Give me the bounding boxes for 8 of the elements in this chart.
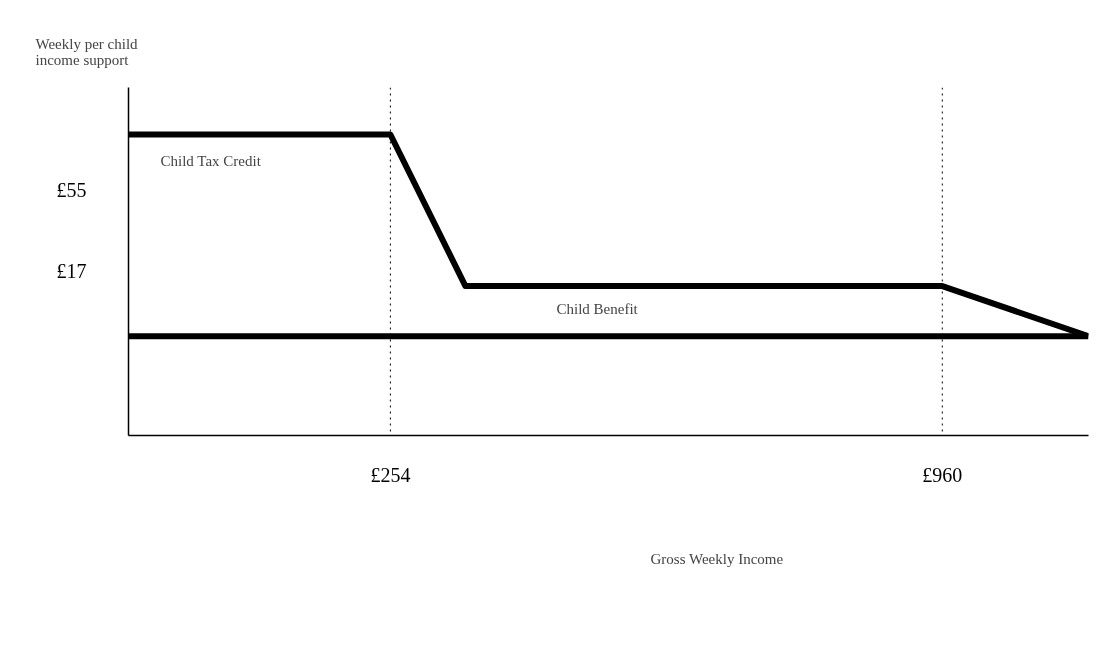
x-tick-label: £254 [370,463,411,486]
y-axis-title: Weekly per child income support [35,35,139,68]
y-tick-label: £55 [56,178,87,201]
annotation: Child Tax Credit [160,152,262,169]
x-tick-label: £960 [922,463,963,486]
y-tick-label: £17 [56,260,87,283]
annotation: Child Benefit [556,300,639,317]
x-axis-title: Gross Weekly Income [650,550,784,567]
